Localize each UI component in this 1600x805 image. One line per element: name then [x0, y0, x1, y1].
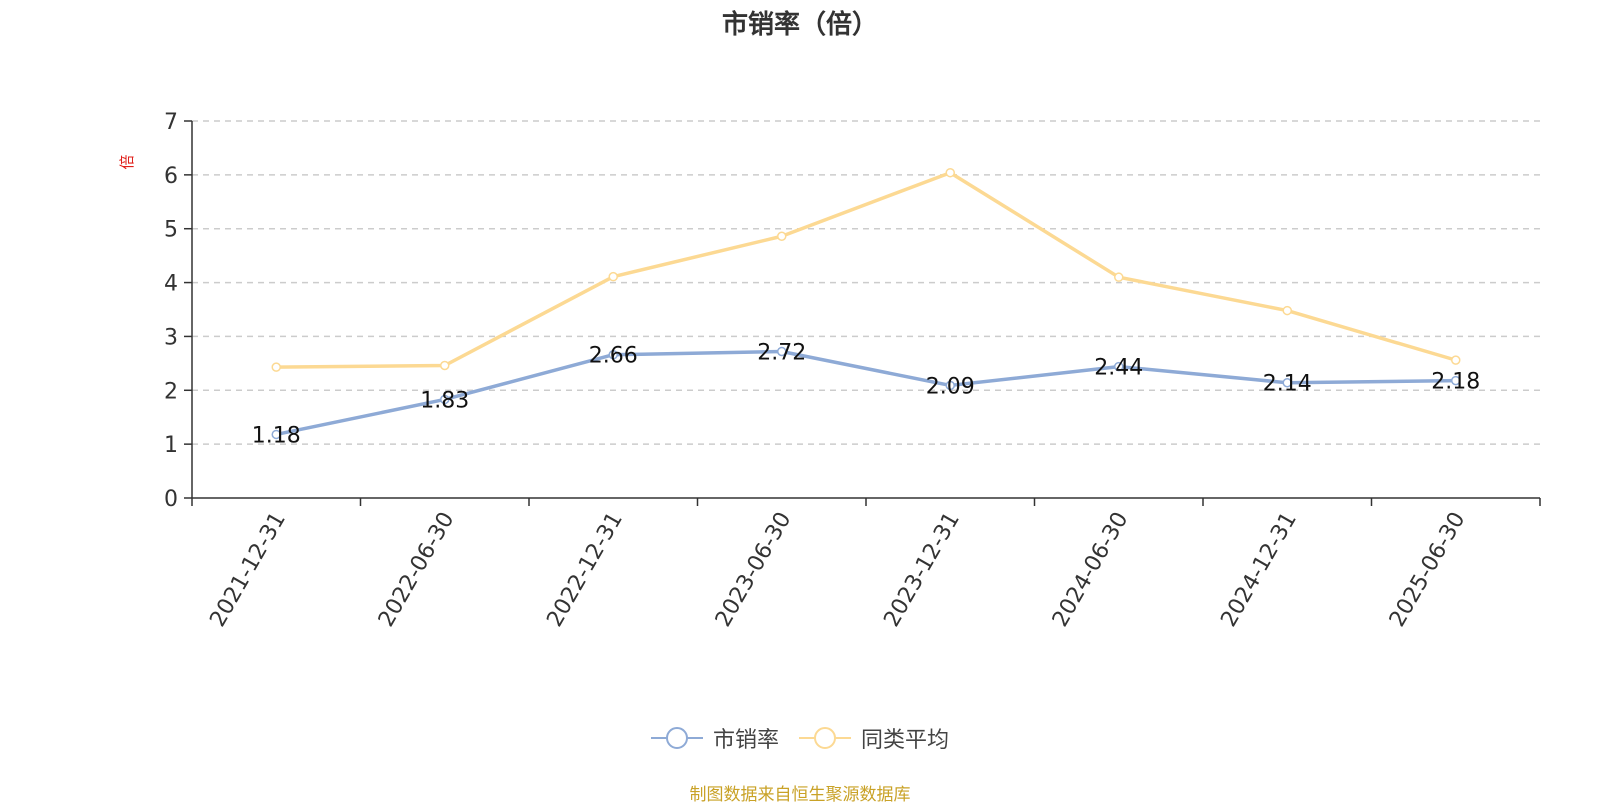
data-point-市销率	[440, 394, 450, 405]
source-note: 制图数据来自恒生聚源数据库	[689, 785, 911, 805]
legend-label: 同类平均	[861, 728, 950, 753]
y-tick-label: 5	[164, 218, 178, 243]
chart-title: 市销率（倍）	[721, 10, 878, 40]
x-tick-label: 2023-06-30	[711, 508, 797, 631]
y-tick-label: 7	[164, 110, 178, 135]
x-tick-label: 2023-12-31	[879, 508, 965, 631]
data-point-市销率	[945, 380, 955, 391]
legend-label: 市销率	[712, 728, 779, 753]
x-tick-label: 2024-06-30	[1048, 508, 1134, 631]
data-point-同类平均	[608, 271, 618, 282]
data-label: 2.66	[589, 344, 638, 369]
data-labels: 1.18 1.83 2.66 2.72 2.09 2.44 2.14 2.18	[252, 341, 1480, 449]
y-tick-label: 1	[164, 433, 178, 458]
legend-circle	[814, 727, 836, 749]
data-point-市销率	[608, 349, 618, 360]
data-point-市销率	[777, 346, 787, 357]
y-tick-label: 2	[164, 379, 178, 404]
data-point-同类平均	[1282, 305, 1292, 316]
legend-marker-icon	[799, 727, 851, 749]
legend-circle	[665, 727, 688, 749]
x-tick-label: 2022-12-31	[542, 508, 628, 631]
data-point-市销率	[1282, 377, 1292, 388]
series-line-同类平均	[276, 170, 1457, 369]
x-tick-label: 2025-06-30	[1385, 508, 1471, 631]
legend-marker-icon	[650, 727, 703, 749]
data-point-同类平均	[1114, 272, 1124, 282]
data-label: 2.44	[1094, 356, 1143, 381]
data-label: 1.18	[252, 423, 301, 448]
x-tick-label: 2022-06-30	[374, 508, 460, 631]
data-point-市销率	[271, 429, 281, 440]
y-axis-unit-label: 倍	[118, 154, 136, 169]
axes: 0 1 2 3 4 5 6 7 2021-12-31 2022-06-30 2022-12-31 20…	[164, 110, 1541, 631]
legend-item[interactable]: 市销率	[650, 722, 779, 754]
data-point-同类平均	[271, 362, 281, 372]
data-point-同类平均	[440, 360, 450, 371]
data-point-市销率	[1114, 361, 1124, 372]
data-point-同类平均	[777, 231, 787, 242]
data-label: 2.14	[1263, 372, 1312, 397]
data-point-同类平均	[945, 167, 955, 178]
legend: 市销率 同类平均	[0, 722, 1600, 754]
data-label: 2.72	[757, 341, 806, 366]
series-line-市销率	[275, 349, 1456, 437]
y-tick-label: 3	[164, 325, 178, 350]
data-label: 1.83	[420, 388, 469, 413]
data-point-同类平均	[1451, 355, 1461, 365]
y-tick-label: 0	[164, 487, 178, 512]
legend-item[interactable]: 同类平均	[799, 722, 949, 754]
data-point-市销率	[1451, 375, 1461, 386]
data-label: 2.09	[926, 374, 975, 399]
x-tick-label: 2021-12-31	[205, 508, 291, 631]
x-tick-label: 2024-12-31	[1216, 508, 1302, 631]
data-label: 2.18	[1431, 370, 1480, 395]
series-lines	[271, 167, 1461, 440]
y-tick-label: 4	[164, 272, 178, 297]
grid-lines	[192, 120, 1540, 445]
y-tick-label: 6	[164, 164, 178, 189]
